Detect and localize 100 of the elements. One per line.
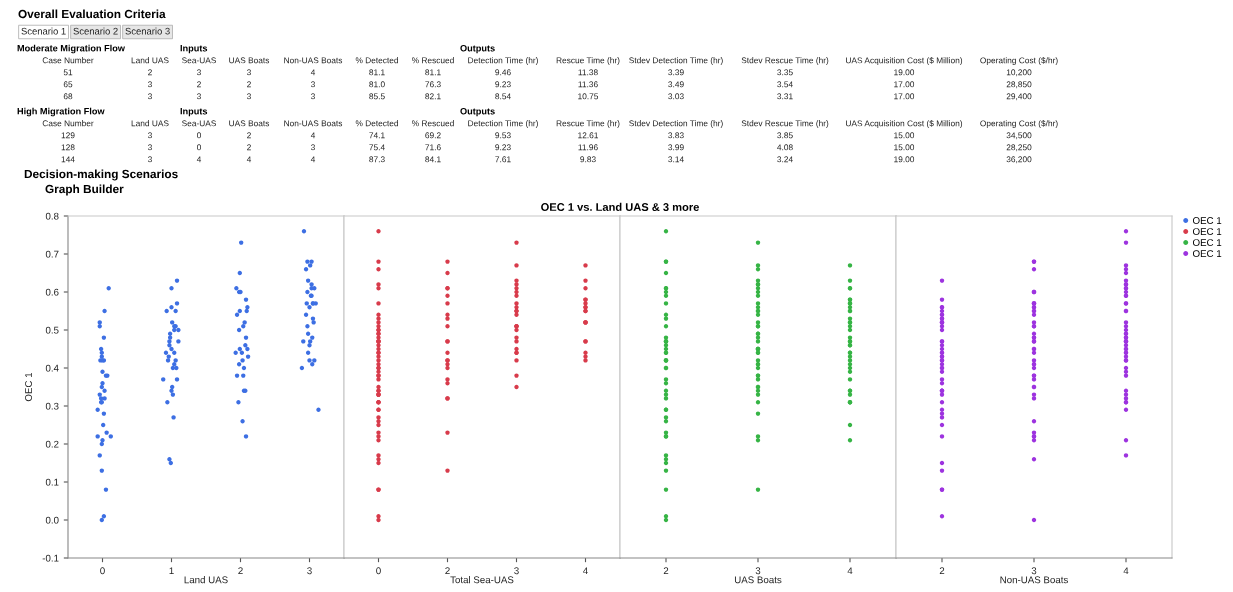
text: 128 — [61, 144, 75, 151]
text: 3 — [311, 81, 315, 88]
y-axis-title: OEC 1 — [25, 372, 32, 402]
legend-label: OEC 1 — [1192, 217, 1222, 224]
category-label: 4 — [310, 156, 316, 163]
x-tick-label: 4 — [847, 567, 853, 575]
text: 3.31 — [777, 93, 793, 100]
text: 4 — [310, 132, 316, 139]
category-label: 2 — [197, 81, 201, 88]
text: 15.00 — [894, 132, 915, 139]
legend-label: OEC 1 — [1192, 250, 1222, 258]
text: 3.54 — [777, 81, 793, 88]
text: 65 — [63, 81, 73, 88]
text: 129 — [61, 132, 75, 139]
text: 10,200 — [1006, 69, 1032, 77]
text: 11.96 — [578, 144, 598, 151]
text: 81.0 — [369, 81, 385, 88]
text: 3.49 — [668, 81, 684, 88]
category-label: Stdev Detection Time (hr) — [629, 57, 723, 65]
text: Outputs — [460, 107, 495, 117]
category-label: Non-UAS Boats — [284, 57, 343, 64]
text: 3.99 — [668, 144, 684, 151]
text: 10.75 — [578, 93, 599, 100]
text: 3.83 — [668, 132, 684, 139]
text: 19.00 — [894, 156, 915, 163]
x-tick-label: 2 — [238, 567, 243, 575]
category-label: Sea-UAS — [182, 57, 216, 64]
category-label: Operating Cost ($/hr) — [980, 57, 1058, 65]
category-label: 2 — [247, 132, 251, 139]
text: 3 — [197, 69, 201, 76]
y-tick-label: 0.6 — [45, 288, 59, 296]
text: 3.24 — [777, 156, 793, 163]
text: 144 — [61, 156, 75, 163]
text: 3 — [197, 93, 201, 100]
text: 36,200 — [1006, 156, 1032, 164]
category-label: Land UAS — [131, 120, 169, 127]
category-label: Detection Time (hr) — [468, 120, 538, 128]
text: 3 — [148, 156, 152, 163]
text: 69.2 — [425, 132, 441, 139]
text: 28,250 — [1006, 144, 1032, 152]
category-label: Case Number — [42, 57, 94, 64]
text: 3 — [148, 93, 152, 100]
text: OEC 1 vs. Land UAS & 3 more — [541, 202, 699, 211]
category-label: 4 — [196, 156, 202, 163]
category-label: Sea-UAS — [182, 120, 216, 127]
category-label: % Detected — [355, 57, 398, 64]
x-tick-label: 3 — [1031, 567, 1037, 575]
text: 2 — [148, 69, 152, 76]
y-tick-label: 0.1 — [45, 478, 59, 486]
text: 9.83 — [580, 156, 596, 163]
x-tick-label: 3 — [514, 567, 519, 575]
text: 87.3 — [369, 156, 385, 163]
category-label: Stdev Rescue Time (hr) — [741, 57, 829, 65]
text: 8.54 — [495, 93, 511, 100]
text: 85.5 — [369, 93, 385, 100]
text: Overall Evaluation Criteria — [18, 9, 166, 19]
category-label: Operating Cost ($/hr) — [980, 120, 1058, 128]
x-axis-title: Land UAS — [184, 576, 228, 584]
category-label: UAS Acquisition Cost ($ Million) — [846, 120, 963, 128]
y-tick-label: 0.3 — [45, 402, 59, 410]
category-label: % Rescued — [411, 120, 454, 127]
text: 19.00 — [894, 69, 915, 76]
category-label: % Rescued — [411, 57, 454, 64]
text: 2 — [247, 144, 251, 151]
text: Inputs — [180, 108, 208, 117]
category-label: 2 — [247, 81, 251, 88]
text: 76.3 — [425, 81, 441, 88]
text: 3.14 — [668, 156, 684, 163]
text: 4 — [310, 69, 316, 76]
text: 3.35 — [777, 69, 793, 76]
x-tick-label: 0 — [100, 567, 105, 575]
category-label: % Detected — [355, 120, 398, 127]
text: 34,500 — [1006, 132, 1032, 140]
x-axis-title: Non-UAS Boats — [1000, 576, 1068, 584]
legend-label: OEC 1 — [1192, 228, 1222, 236]
text: Moderate Migration Flow — [17, 44, 125, 54]
category-label: UAS Boats — [229, 57, 270, 64]
text: 29,400 — [1006, 93, 1032, 101]
category-label: Non-UAS Boats — [284, 120, 343, 127]
text: 75.4 — [369, 144, 385, 151]
text: 9.23 — [495, 81, 511, 88]
text: 3 — [311, 93, 315, 100]
x-tick-label: 2 — [663, 567, 669, 575]
text: 3 — [247, 69, 251, 76]
text: 28,850 — [1006, 81, 1032, 89]
text: 15.00 — [894, 144, 915, 151]
text: 71.6 — [425, 144, 441, 151]
category-label: 3 — [311, 144, 315, 151]
text: 68 — [63, 93, 73, 100]
text: 0 — [197, 144, 201, 151]
y-tick-label: 0.7 — [45, 250, 59, 258]
text: 11.36 — [578, 81, 598, 88]
text: 7.61 — [495, 156, 511, 163]
text: Inputs — [180, 45, 208, 54]
category-label: 3 — [148, 132, 152, 139]
x-axis-title: Total Sea-UAS — [450, 576, 514, 584]
category-label: Rescue Time (hr) — [556, 57, 620, 65]
y-tick-label: 0.8 — [45, 212, 59, 220]
category-label: Land UAS — [131, 57, 169, 64]
x-tick-label: 3 — [307, 567, 312, 575]
